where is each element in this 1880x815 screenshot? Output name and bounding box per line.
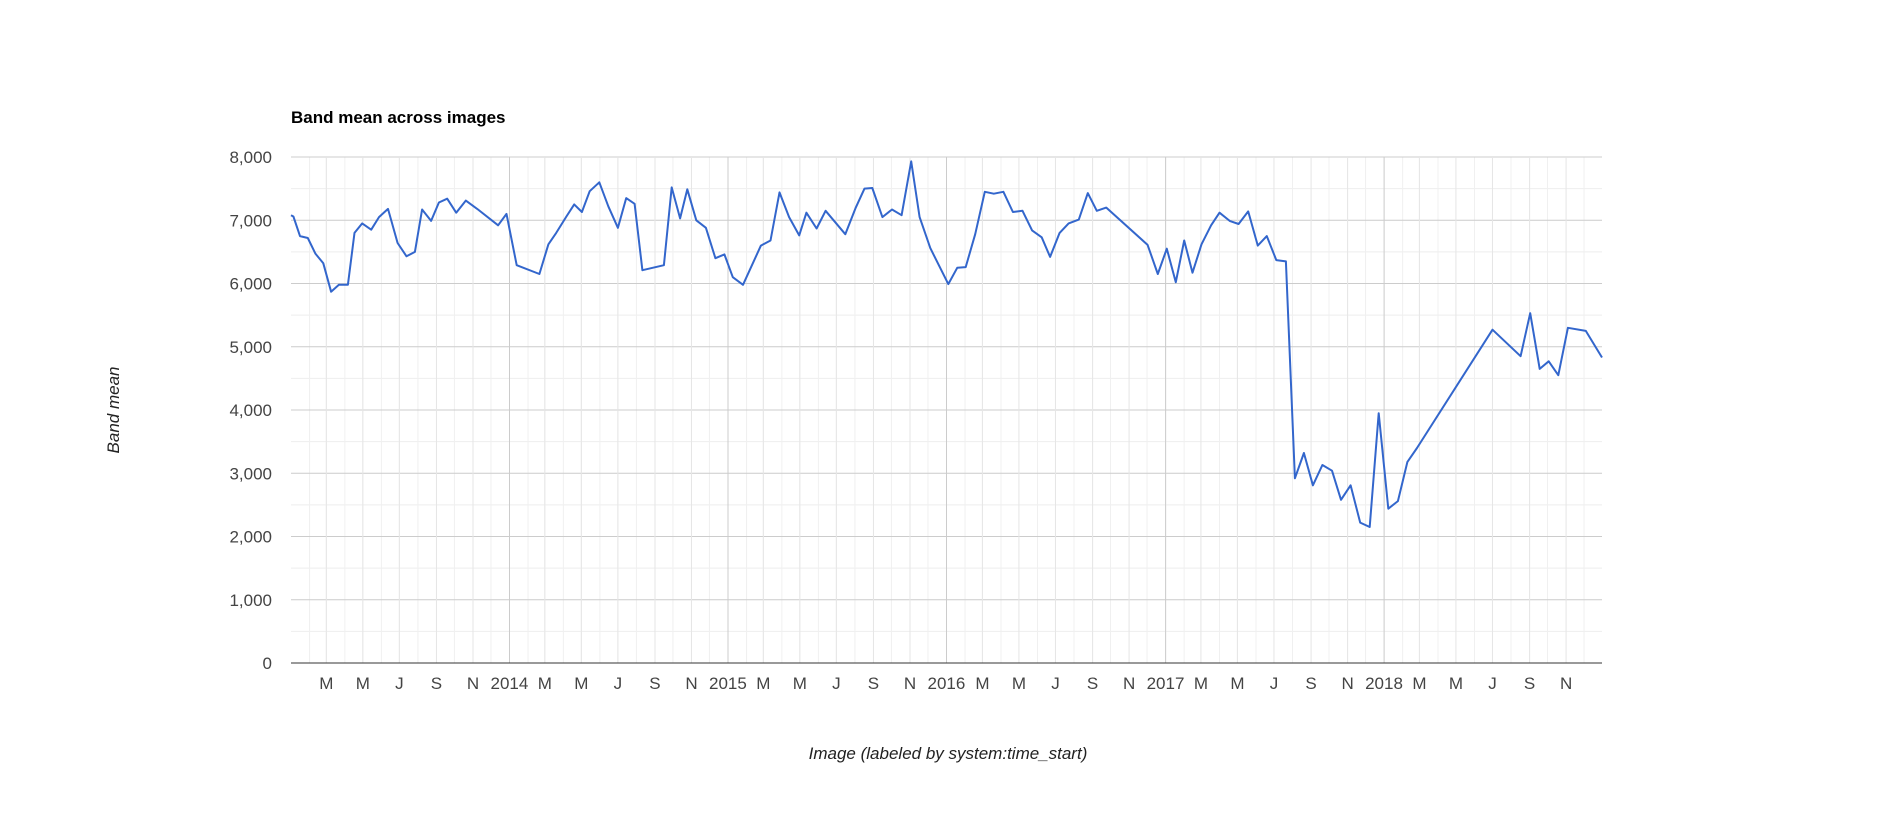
y-tick-label: 1,000	[229, 591, 272, 610]
x-tick-label: N	[685, 674, 697, 693]
x-tick-label: N	[1341, 674, 1353, 693]
x-tick-label: 2016	[928, 674, 966, 693]
series-layer	[290, 160, 1603, 528]
y-tick-label: 6,000	[229, 275, 272, 294]
x-tick-label: M	[356, 674, 370, 693]
x-tick-label: J	[1488, 674, 1497, 693]
x-tick-label: J	[832, 674, 841, 693]
x-tick-label: M	[1449, 674, 1463, 693]
x-tick-label: M	[1012, 674, 1026, 693]
x-tick-label: 2014	[491, 674, 529, 693]
x-axis-title: Image (labeled by system:time_start)	[809, 744, 1088, 763]
x-tick-label: J	[395, 674, 404, 693]
x-tick-label: 2015	[709, 674, 747, 693]
x-tick-label: S	[431, 674, 442, 693]
y-tick-label: 8,000	[229, 148, 272, 167]
x-tick-label: N	[1560, 674, 1572, 693]
x-tick-label: N	[904, 674, 916, 693]
x-tick-label: S	[649, 674, 660, 693]
x-tick-label: 2017	[1147, 674, 1185, 693]
x-tick-label: M	[1412, 674, 1426, 693]
y-axis-title: Band mean	[104, 367, 123, 454]
x-tick-label: M	[756, 674, 770, 693]
x-tick-label: S	[868, 674, 879, 693]
x-tick-label: 2018	[1365, 674, 1403, 693]
chart-title: Band mean across images	[291, 108, 505, 127]
y-tick-label: 4,000	[229, 401, 272, 420]
x-tick-label: M	[574, 674, 588, 693]
x-tick-label: M	[538, 674, 552, 693]
x-tick-label: M	[975, 674, 989, 693]
y-tick-label: 5,000	[229, 338, 272, 357]
x-tick-label: M	[1194, 674, 1208, 693]
y-tick-label: 0	[263, 654, 272, 673]
y-tick-label: 2,000	[229, 528, 272, 547]
x-tick-label: N	[1123, 674, 1135, 693]
x-tick-label: J	[614, 674, 623, 693]
x-tick-label: N	[467, 674, 479, 693]
x-tick-label: M	[319, 674, 333, 693]
y-tick-label: 3,000	[229, 464, 272, 483]
x-tick-label: M	[1230, 674, 1244, 693]
grid-lines	[291, 156, 1602, 663]
x-tick-label: J	[1051, 674, 1060, 693]
x-tick-label: M	[793, 674, 807, 693]
x-tick-label: S	[1305, 674, 1316, 693]
y-axis-ticks: 0 1,000 2,000 3,000 4,000 5,000 6,000 7,000 8,00…	[229, 148, 272, 673]
x-tick-label: S	[1087, 674, 1098, 693]
y-tick-label: 7,000	[229, 211, 272, 230]
x-axis-ticks: M M J S N 2014 M M J S N 2015 M M J S N 2016 M M J S N 2017 M M J S…	[319, 674, 1572, 693]
x-tick-label: S	[1524, 674, 1535, 693]
x-tick-label: J	[1270, 674, 1279, 693]
series-line	[290, 160, 1603, 528]
